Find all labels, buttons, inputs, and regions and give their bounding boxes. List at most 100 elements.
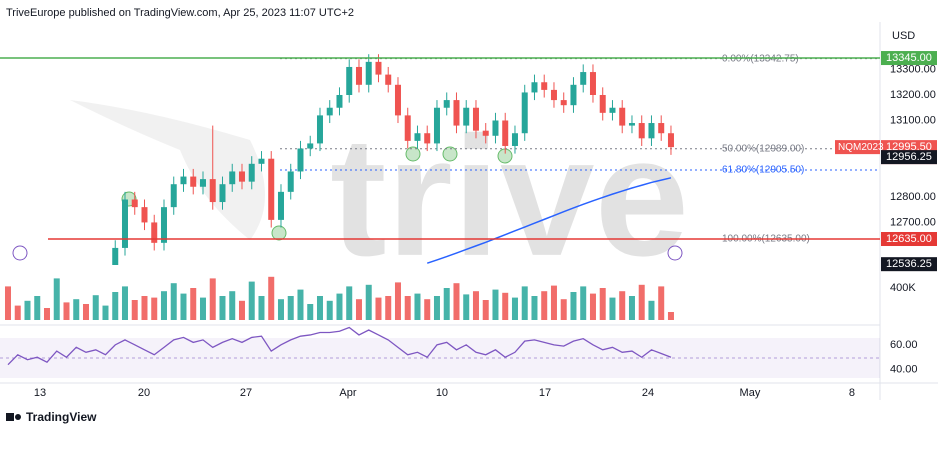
volume-bar — [258, 296, 265, 320]
x-tick-label: 24 — [642, 387, 654, 399]
volume-bar — [229, 291, 236, 320]
candle-body — [15, 299, 21, 304]
candle-body — [560, 100, 567, 106]
candle-body — [229, 171, 236, 185]
candle-body — [307, 143, 314, 149]
candle-body — [131, 199, 138, 208]
candle-body — [492, 120, 499, 136]
volume-bar — [190, 288, 197, 320]
symbol-tag — [835, 140, 880, 155]
candle-body — [170, 184, 177, 208]
volume-bar — [82, 304, 89, 320]
volume-bar — [4, 286, 11, 320]
level-tag — [881, 232, 937, 247]
price-tag-label: 12956.25 — [886, 151, 932, 163]
volume-bar — [414, 293, 421, 320]
volume-bar — [24, 300, 31, 320]
rsi-tick-label: 60.00 — [890, 339, 918, 351]
volume-bar — [609, 297, 616, 320]
volume-bar — [648, 300, 655, 320]
candle-body — [83, 276, 89, 284]
candle-body — [121, 199, 128, 248]
volume-bar — [248, 281, 255, 320]
candle-body — [482, 130, 489, 136]
level-tag-label: 12635.00 — [886, 233, 932, 245]
volume-bar — [199, 297, 206, 320]
watermark-group: trive — [70, 100, 689, 292]
volume-bar — [307, 304, 314, 320]
footer-logo — [6, 413, 21, 421]
volume-bar — [482, 300, 489, 320]
volume-bar — [424, 299, 431, 320]
volume-bar — [63, 302, 70, 320]
candle-body — [248, 163, 255, 182]
candle-body — [375, 61, 382, 75]
candle-body — [160, 207, 167, 243]
candle-body — [199, 179, 206, 187]
volume-bar — [170, 283, 177, 320]
candle-body — [44, 286, 50, 291]
moving-average — [426, 177, 672, 264]
candle-body — [667, 133, 674, 148]
marker-icon — [12, 245, 28, 261]
candle-body — [34, 286, 40, 294]
candle-body — [502, 120, 509, 146]
candle-body — [385, 74, 392, 85]
volume-bar — [131, 300, 138, 320]
price-tag — [881, 150, 937, 165]
volume-bar — [112, 292, 119, 320]
candle-body — [404, 115, 411, 141]
candle-body — [209, 179, 216, 203]
volume-bar — [521, 286, 528, 320]
candle-body — [433, 107, 440, 144]
candle-body — [580, 72, 587, 85]
volume-bar — [326, 300, 333, 320]
volume-bar — [14, 305, 21, 320]
volume-bar — [268, 276, 275, 320]
volume-bar — [34, 296, 41, 320]
volume-bar — [560, 299, 567, 320]
volume-bar — [385, 296, 392, 320]
candle-body — [589, 72, 596, 95]
volume-bar — [599, 288, 606, 320]
candle-body — [394, 84, 401, 116]
y-tick-label: 13200.00 — [890, 89, 936, 101]
volume-bar — [297, 289, 304, 320]
signal-circle — [442, 146, 458, 162]
volume-bar — [453, 283, 460, 320]
volume-bar — [502, 292, 509, 320]
candle-body — [219, 184, 226, 203]
candle-body — [297, 148, 304, 172]
volume-bar — [355, 299, 362, 320]
volume-bar — [580, 286, 587, 320]
y-tick-label: 12800.00 — [890, 191, 936, 203]
header: TriveEurope published on TradingView.com… — [6, 7, 354, 19]
candle-body — [550, 89, 557, 101]
candle-body — [93, 279, 99, 284]
candle-body — [541, 82, 548, 90]
x-tick-label: 20 — [138, 387, 150, 399]
candle-body — [73, 276, 79, 289]
price-tag-label: 12536.25 — [886, 258, 932, 270]
x-tick-label: 17 — [539, 387, 551, 399]
candle-body — [346, 66, 353, 95]
volume-bar — [151, 297, 158, 320]
candle-body — [638, 123, 645, 139]
candle-body — [609, 107, 616, 113]
candle-body — [180, 176, 187, 185]
symbol-label: NQM2023 — [838, 142, 884, 153]
candle-body — [238, 171, 245, 182]
volume-bar — [570, 292, 577, 320]
volume-bar — [628, 296, 635, 320]
volume-bar — [160, 291, 167, 320]
volume-bar — [472, 291, 479, 320]
volume-bar — [92, 295, 99, 320]
candle-body — [658, 123, 665, 134]
x-tick-label: Apr — [339, 387, 356, 399]
candle-body — [648, 123, 655, 139]
volume-bar — [511, 297, 518, 320]
volume-bar — [541, 291, 548, 320]
x-tick-label: 10 — [436, 387, 448, 399]
candle-body — [511, 133, 518, 146]
